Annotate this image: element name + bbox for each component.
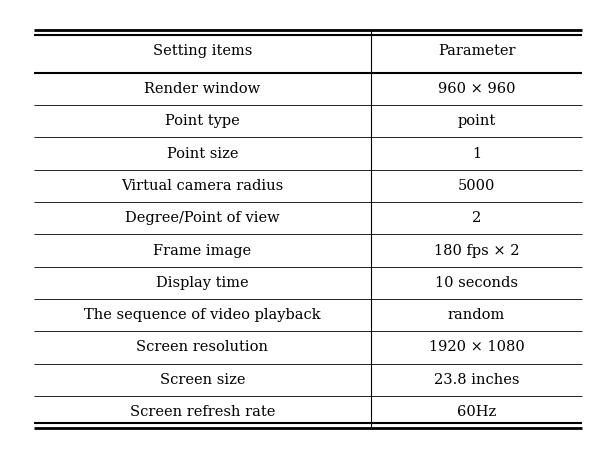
Text: The sequence of video playback: The sequence of video playback (84, 308, 321, 322)
Text: Setting items: Setting items (153, 44, 252, 58)
Text: 23.8 inches: 23.8 inches (434, 373, 519, 387)
Text: 2: 2 (472, 211, 481, 225)
Text: 180 fps × 2: 180 fps × 2 (434, 244, 519, 257)
Text: random: random (448, 308, 505, 322)
Text: Point type: Point type (165, 114, 240, 128)
Text: Screen resolution: Screen resolution (137, 340, 269, 354)
Text: Virtual camera radius: Virtual camera radius (121, 179, 283, 193)
Text: 5000: 5000 (458, 179, 495, 193)
Text: Parameter: Parameter (438, 44, 516, 58)
Text: Display time: Display time (156, 276, 249, 290)
Text: 10 seconds: 10 seconds (435, 276, 518, 290)
Text: 1: 1 (472, 147, 481, 161)
Text: 960 × 960: 960 × 960 (438, 82, 516, 96)
Text: Screen refresh rate: Screen refresh rate (130, 405, 275, 419)
Text: 1920 × 1080: 1920 × 1080 (429, 340, 524, 354)
Text: 60Hz: 60Hz (457, 405, 496, 419)
Text: Degree/Point of view: Degree/Point of view (125, 211, 280, 225)
Text: Render window: Render window (144, 82, 261, 96)
Text: Point size: Point size (167, 147, 238, 161)
Text: point: point (458, 114, 496, 128)
Text: Frame image: Frame image (153, 244, 251, 257)
Text: Screen size: Screen size (160, 373, 245, 387)
